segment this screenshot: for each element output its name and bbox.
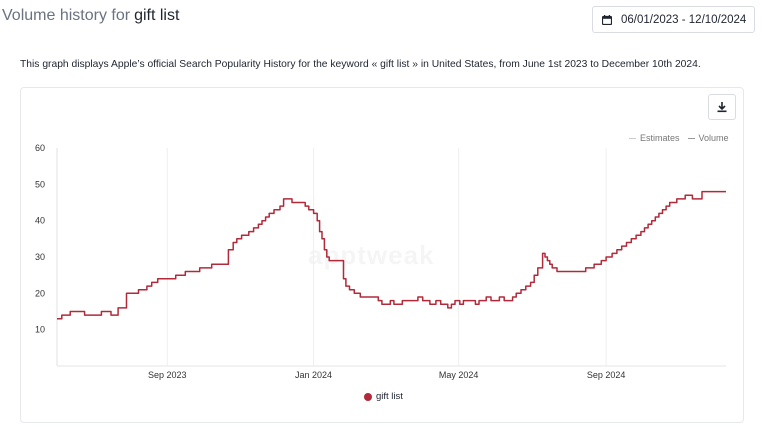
x-tick-label: Sep 2024 [587, 370, 626, 380]
y-tick-label: 50 [35, 179, 45, 189]
chart-description: This graph displays Apple’s official Sea… [20, 59, 701, 70]
page-header: Volume history for gift list 06/01/2023 -… [0, 0, 767, 40]
download-button[interactable] [708, 94, 736, 120]
legend-bottom[interactable]: gift list [364, 391, 403, 402]
x-tick-label: May 2024 [439, 370, 479, 380]
legend-item-volume[interactable]: Volume [687, 133, 729, 143]
title-keyword: gift list [134, 7, 180, 24]
date-range-label: 06/01/2023 - 12/10/2024 [621, 13, 747, 26]
date-range-button[interactable]: 06/01/2023 - 12/10/2024 [592, 6, 755, 33]
y-tick-label: 30 [35, 252, 45, 262]
legend-label-estimates: Estimates [640, 133, 680, 143]
y-tick-label: 10 [35, 325, 45, 335]
legend-label-volume: Volume [698, 133, 729, 143]
calendar-icon [602, 14, 612, 25]
y-tick-label: 20 [35, 288, 45, 298]
x-tick-label: Sep 2023 [148, 370, 187, 380]
series-line-gift-list [57, 190, 726, 320]
y-tick-label: 60 [35, 143, 45, 153]
page-title: Volume history for gift list [2, 7, 179, 25]
legend-item-estimates[interactable]: Estimates [629, 133, 680, 143]
legend-top: Estimates Volume [629, 133, 729, 143]
x-tick-label: Jan 2024 [295, 370, 332, 380]
legend-swatch-volume [687, 137, 695, 139]
download-icon [717, 102, 727, 113]
title-prefix: Volume history for [2, 7, 131, 24]
chart-card [20, 87, 744, 423]
legend-dot-gift-list [364, 392, 372, 401]
legend-swatch-estimates [629, 137, 636, 139]
y-tick-label: 40 [35, 216, 45, 226]
legend-label-gift-list: gift list [376, 391, 403, 402]
